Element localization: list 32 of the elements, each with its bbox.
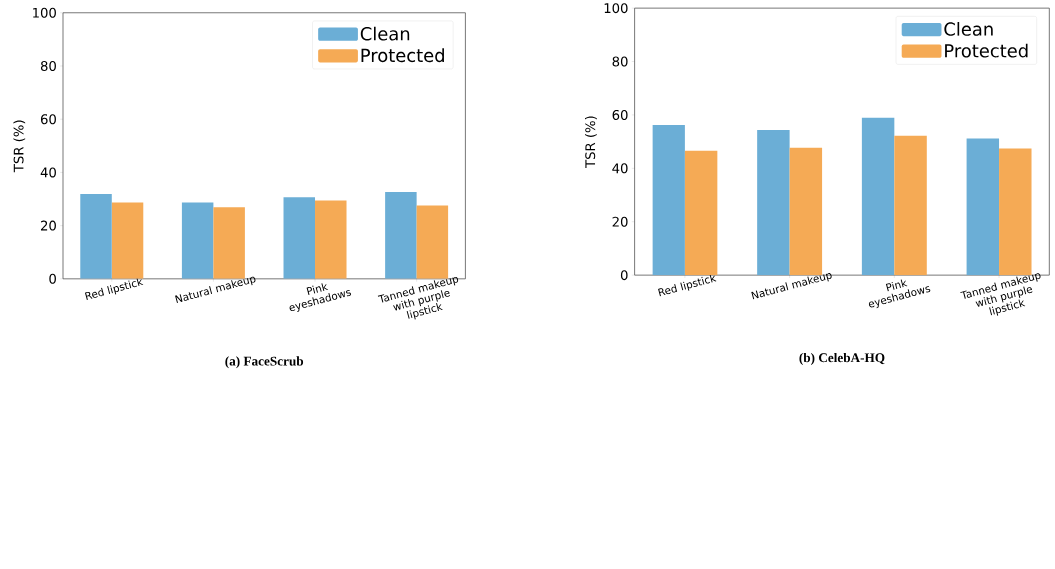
y-tick-label: 100 <box>604 3 628 14</box>
text: (b) CelebA-HQ <box>799 352 885 365</box>
bar <box>861 117 895 276</box>
x-tick-label: Red lipstick <box>84 278 144 301</box>
bar <box>684 150 718 276</box>
x-tick-label: Natural makeup <box>751 273 832 300</box>
y-tick-label: 60 <box>612 110 628 121</box>
bar <box>966 138 1000 276</box>
bar <box>652 125 685 276</box>
legend-label: Clean <box>360 26 410 41</box>
y-axis-title: TSR (%) <box>585 116 597 169</box>
y-tick-label: 40 <box>612 163 628 174</box>
legend-label: Protected <box>945 43 1028 58</box>
y-tick-label: 100 <box>33 7 56 18</box>
legend-label: Protected <box>361 48 444 63</box>
y-tick-label: 80 <box>40 61 56 72</box>
bar <box>757 129 790 276</box>
x-tick-label: Natural makeup <box>175 276 256 304</box>
y-tick-label: 0 <box>620 270 628 281</box>
y-tick-label: 20 <box>40 220 56 231</box>
y-tick-label: 60 <box>40 114 56 125</box>
x-tick-label: Red lipstick <box>658 274 717 297</box>
y-tick-label: 40 <box>40 167 56 178</box>
legend-label: Clean <box>944 22 993 36</box>
text: (a) FaceScrub <box>225 356 304 369</box>
y-tick-label: 80 <box>612 56 628 67</box>
y-tick-label: 0 <box>49 273 56 284</box>
x-tick-label: Tanned makeup with purple lipstick <box>377 276 459 320</box>
y-axis-title: TSR (%) <box>13 120 26 173</box>
bar <box>894 135 927 276</box>
y-tick-label: 20 <box>612 216 628 227</box>
x-tick-label: Tanned makeup with purple lipstick <box>960 273 1041 316</box>
